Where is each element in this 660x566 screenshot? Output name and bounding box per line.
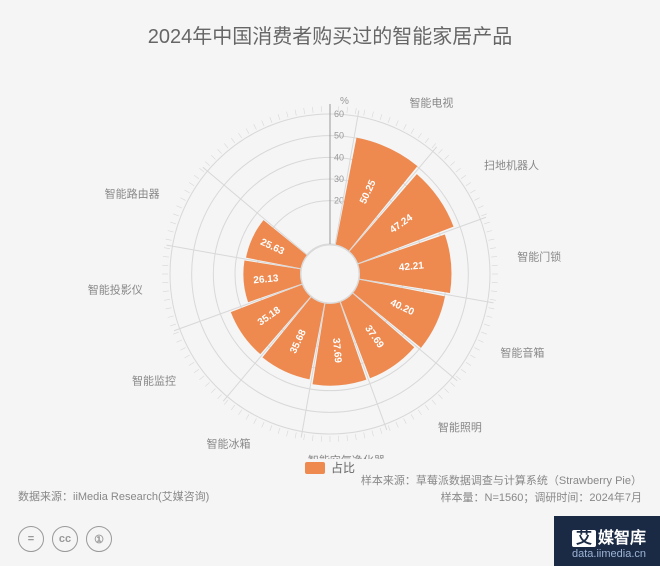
chart-title: 2024年中国消费者购买过的智能家居产品: [0, 0, 660, 49]
polar-chart: 2030405060%50.25智能电视47.24扫地机器人42.21智能门锁4…: [0, 49, 660, 459]
bar-label: 智能门锁: [517, 250, 561, 264]
license-badge: ①: [86, 526, 112, 552]
bar-label: 智能照明: [438, 420, 482, 434]
legend-swatch: [305, 462, 325, 474]
bar-label: 智能音箱: [500, 345, 544, 359]
svg-text:40: 40: [334, 152, 344, 162]
svg-text:50: 50: [334, 131, 344, 141]
bar-label: 智能投影仪: [88, 282, 143, 296]
bar-value: 37.69: [330, 338, 343, 364]
sample-info: 样本来源：草莓派数据调查与计算系统（Strawberry Pie） 样本量：N=…: [361, 473, 642, 508]
brand-url: data.iimedia.cn: [572, 548, 646, 560]
bar-label: 扫地机器人: [484, 158, 539, 172]
bar-label: 智能监控: [132, 374, 176, 388]
data-source: 数据来源：iiMedia Research(艾媒咨询): [18, 488, 209, 504]
sample-size: 样本量：N=1560；调研时间：2024年7月: [361, 490, 642, 508]
bar-label: 智能冰箱: [207, 436, 251, 450]
brand-badge: 艾媒智库 data.iimedia.cn: [554, 516, 660, 566]
legend-label: 占比: [331, 459, 355, 476]
license-badges: = cc ①: [18, 526, 112, 552]
svg-text:%: %: [340, 96, 349, 107]
license-badge: cc: [52, 526, 78, 552]
svg-text:30: 30: [334, 174, 344, 184]
bar-value: 26.13: [253, 273, 279, 286]
legend: 占比: [305, 459, 355, 476]
bar-label: 智能电视: [409, 96, 453, 110]
bar-label: 智能路由器: [105, 186, 160, 200]
license-badge: =: [18, 526, 44, 552]
bar-value: 42.21: [398, 260, 424, 273]
svg-text:60: 60: [334, 109, 344, 119]
brand-name: 艾媒智库: [572, 524, 646, 548]
sample-source: 样本来源：草莓派数据调查与计算系统（Strawberry Pie）: [361, 473, 642, 491]
